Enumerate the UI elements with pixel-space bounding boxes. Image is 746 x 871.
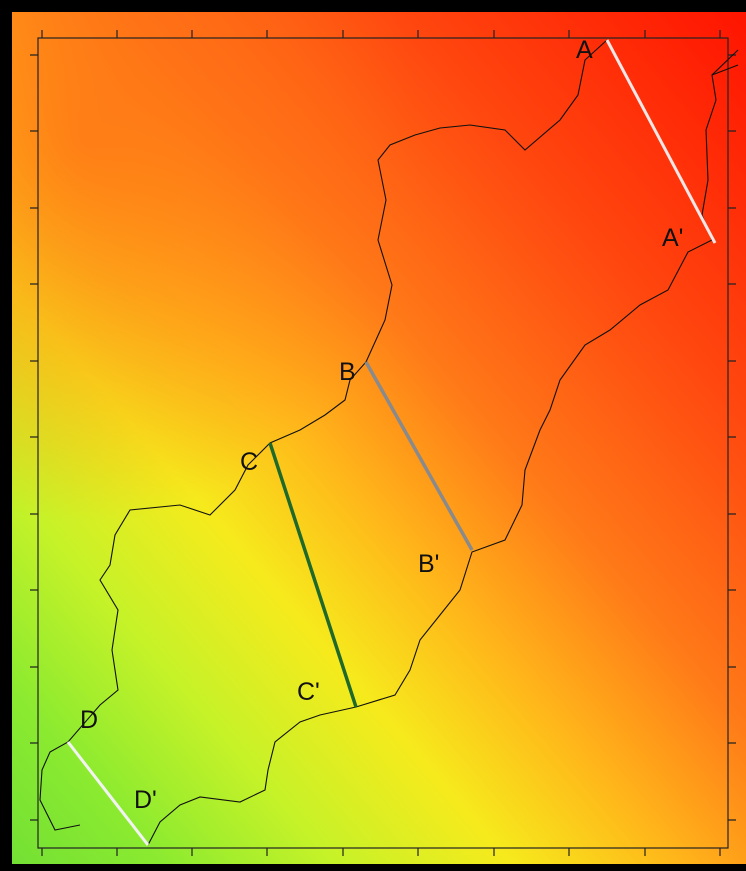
- profile-end-label: C': [297, 678, 320, 706]
- map: A A' B B' C C' D D': [0, 0, 746, 871]
- profile-start-label: D: [80, 706, 98, 734]
- profile-start-label: C: [240, 448, 258, 476]
- elevation-shade: [12, 12, 746, 864]
- profile-end-label: B': [418, 550, 439, 578]
- profile-end-label: A': [662, 224, 683, 252]
- profile-end-label: D': [134, 786, 157, 814]
- page: A A' B B' C C' D D' (() => { const data …: [0, 0, 746, 871]
- profile-start-label: A: [576, 36, 593, 64]
- profile-start-label: B: [339, 358, 356, 386]
